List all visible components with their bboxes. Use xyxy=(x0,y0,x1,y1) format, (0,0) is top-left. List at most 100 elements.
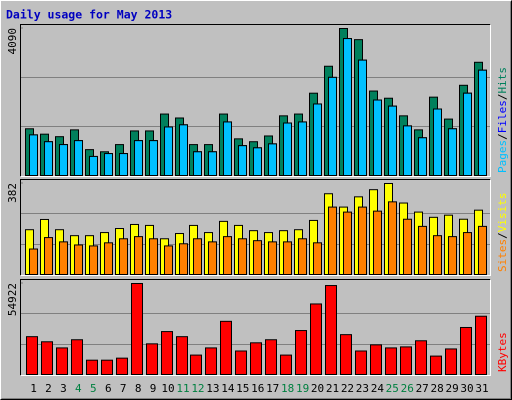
bar xyxy=(403,218,412,276)
bar xyxy=(385,347,397,375)
x-tick-label: 15 xyxy=(236,382,249,395)
legend-entry: KBytes xyxy=(496,332,509,372)
plot-border xyxy=(20,24,491,177)
bar xyxy=(71,339,83,376)
bar xyxy=(415,340,427,376)
legend-entry: Files xyxy=(496,100,509,133)
bar xyxy=(328,206,337,275)
bar xyxy=(253,147,262,176)
bar xyxy=(295,330,307,376)
bar xyxy=(205,347,217,375)
bar xyxy=(358,59,367,176)
bar xyxy=(370,344,382,376)
x-tick-label: 23 xyxy=(356,382,369,395)
x-tick-label: 3 xyxy=(60,382,67,395)
bar xyxy=(59,241,68,276)
bar xyxy=(328,76,337,176)
x-tick-label: 7 xyxy=(120,382,127,395)
bar xyxy=(250,342,262,375)
bar xyxy=(283,241,292,276)
bar xyxy=(388,201,397,275)
bar xyxy=(265,339,277,376)
bar xyxy=(478,225,487,275)
bar xyxy=(475,315,487,375)
bar xyxy=(310,303,322,375)
bar xyxy=(433,108,442,176)
bar xyxy=(131,283,143,375)
bar xyxy=(430,355,442,375)
bar xyxy=(280,354,292,375)
bar xyxy=(146,343,158,376)
bar xyxy=(101,359,113,375)
bar xyxy=(74,244,83,276)
bar xyxy=(223,236,232,275)
y-tick-label: 54922 xyxy=(6,283,19,316)
x-tick-label: 2 xyxy=(45,382,52,395)
bar xyxy=(268,241,277,276)
bar xyxy=(89,245,98,276)
legend-separator: / xyxy=(496,133,509,140)
y-tick-label: 4090 xyxy=(6,28,19,55)
bar xyxy=(340,334,352,375)
bar xyxy=(343,211,352,275)
bar xyxy=(104,242,113,276)
bar xyxy=(343,38,352,176)
x-tick-label: 26 xyxy=(401,382,414,395)
bar xyxy=(238,145,247,176)
bar xyxy=(119,238,128,275)
y-tick-label: 382 xyxy=(6,183,19,203)
chart-title: Daily usage for May 2013 xyxy=(6,8,172,22)
bar xyxy=(59,144,68,177)
bar xyxy=(44,141,53,177)
bar xyxy=(56,347,68,375)
bar xyxy=(134,140,143,176)
bar xyxy=(134,236,143,275)
plot-border xyxy=(20,179,491,276)
bar xyxy=(460,326,472,376)
x-tick-label: 8 xyxy=(135,382,142,395)
bar xyxy=(445,348,457,376)
bar xyxy=(208,151,217,177)
x-tick-label: 31 xyxy=(475,382,488,395)
bar xyxy=(26,336,38,376)
legend-separator: / xyxy=(496,232,509,239)
bar xyxy=(164,245,173,276)
x-tick-label: 25 xyxy=(386,382,399,395)
bar xyxy=(235,350,247,375)
bar xyxy=(86,359,98,375)
legend-entry: Visits xyxy=(496,193,509,233)
bar xyxy=(433,235,442,275)
x-tick-label: 30 xyxy=(460,382,473,395)
bar xyxy=(176,336,188,376)
bar xyxy=(355,350,367,375)
bar xyxy=(463,232,472,276)
bar xyxy=(388,105,397,176)
x-tick-label: 20 xyxy=(311,382,324,395)
plot-border xyxy=(20,279,491,376)
x-tick-label: 12 xyxy=(191,382,204,395)
bar xyxy=(29,248,38,275)
bar xyxy=(104,153,113,176)
bar xyxy=(89,155,98,176)
bar xyxy=(193,238,202,275)
bar xyxy=(41,341,53,375)
bar xyxy=(164,126,173,176)
bar xyxy=(325,285,337,375)
bar xyxy=(119,153,128,176)
x-tick-label: 29 xyxy=(445,382,458,395)
legend-entry: Sites xyxy=(496,239,509,272)
bar xyxy=(116,357,128,376)
bar xyxy=(448,236,457,275)
x-tick-label: 22 xyxy=(341,382,354,395)
x-tick-label: 10 xyxy=(161,382,174,395)
x-tick-label: 6 xyxy=(105,382,112,395)
x-tick-label: 5 xyxy=(90,382,97,395)
legend: Sites/Visits xyxy=(496,193,509,273)
x-tick-label: 28 xyxy=(431,382,444,395)
x-tick-label: 16 xyxy=(251,382,264,395)
x-tick-label: 1 xyxy=(30,382,37,395)
bar xyxy=(208,241,217,276)
